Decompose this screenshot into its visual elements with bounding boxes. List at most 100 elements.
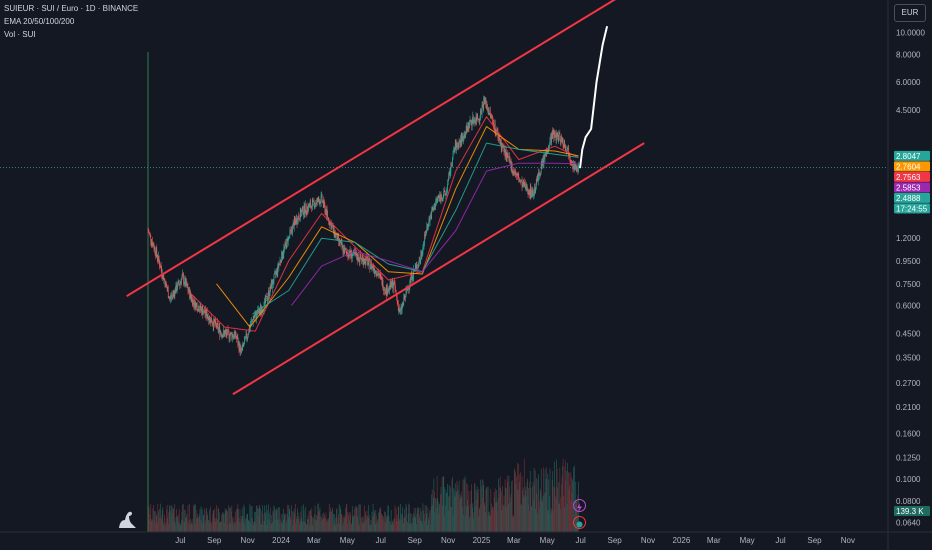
currency-button[interactable]: EUR (894, 4, 926, 22)
volume-bar (301, 506, 303, 532)
candle-body (420, 254, 422, 257)
candle-body (240, 348, 241, 353)
candle-body (397, 301, 399, 303)
candle-body (427, 225, 429, 227)
volume-bar (209, 523, 211, 532)
volume-bar (463, 514, 464, 532)
volume-bar (298, 516, 300, 532)
earnings-event-icon[interactable] (573, 516, 586, 529)
volume-bar (153, 520, 155, 532)
candle-body (332, 225, 334, 231)
volume-bar (164, 514, 165, 532)
candle-body (451, 165, 453, 167)
volume-bar (208, 519, 210, 532)
volume-bar (445, 489, 447, 532)
volume-bar (164, 518, 166, 532)
candle-body (389, 286, 390, 290)
ema50-line (216, 126, 579, 328)
ema200-line (291, 162, 579, 306)
candle-body (279, 262, 280, 265)
time-tick-label: May (340, 536, 355, 545)
candle-body (173, 292, 175, 297)
volume-bar (344, 518, 345, 532)
candle-body (385, 288, 387, 294)
volume-bar (454, 483, 456, 532)
candle-body (250, 322, 252, 326)
candle-body (508, 157, 509, 158)
volume-bar (566, 503, 568, 532)
tradingview-logo[interactable] (116, 508, 138, 530)
candle-body (251, 320, 253, 322)
volume-bar (380, 507, 382, 532)
volume-bar (421, 520, 423, 532)
candle-body (221, 334, 223, 337)
volume-bar (418, 518, 420, 532)
volume-bar (276, 508, 278, 532)
candle-body (515, 174, 517, 176)
volume-bar (441, 493, 442, 532)
candle-body (253, 317, 255, 319)
candle-body (301, 209, 303, 212)
volume-tag (894, 506, 930, 516)
volume-bar (206, 512, 208, 532)
volume-bar (311, 508, 313, 532)
volume-indicator-legend[interactable]: Vol · SUI (4, 30, 36, 39)
candle-body (158, 255, 159, 261)
volume-bar (447, 510, 449, 532)
volume-bar (516, 489, 518, 532)
candle-body (257, 309, 258, 315)
volume-bar (276, 519, 278, 532)
volume-bar (477, 488, 479, 532)
candle-body (408, 287, 410, 290)
candle-body (485, 98, 486, 101)
volume-bar (317, 503, 319, 532)
candle-body (181, 279, 182, 285)
candle-body (479, 119, 481, 121)
candle-body (268, 290, 270, 297)
price-tag (894, 182, 930, 193)
candle-body (183, 283, 185, 285)
candle-body (516, 173, 518, 176)
candle-body (552, 130, 554, 139)
volume-bar (261, 511, 263, 532)
volume-bar (433, 478, 435, 532)
candle-body (388, 286, 390, 290)
candle-body (463, 139, 464, 142)
volume-bar (299, 520, 301, 532)
volume-bar (356, 508, 358, 532)
volume-bar (547, 473, 549, 532)
candle-body (390, 282, 391, 288)
volume-bar (409, 513, 411, 532)
volume-bar (437, 497, 439, 532)
volume-bar (397, 506, 399, 532)
volume-bar (162, 507, 164, 532)
candle-body (254, 315, 256, 318)
lightning-event-icon[interactable] (573, 499, 586, 512)
volume-bar (419, 514, 420, 532)
candle-body (198, 311, 200, 312)
candle-body (484, 100, 486, 101)
candle-body (247, 336, 249, 338)
candle-body (405, 290, 407, 298)
candle-body (150, 241, 152, 244)
candle-body (440, 194, 442, 201)
volume-bar (373, 510, 375, 532)
candle-body (314, 202, 315, 208)
volume-bar (380, 513, 382, 532)
candle-body (157, 258, 159, 261)
candle-body (182, 273, 184, 276)
time-tick-label: Nov (441, 536, 455, 545)
candle-body (201, 307, 203, 314)
volume-bar (461, 496, 463, 532)
volume-bar (472, 512, 474, 532)
volume-bar (268, 504, 269, 532)
candle-body (193, 299, 194, 303)
volume-bar (488, 511, 490, 532)
volume-bar (343, 515, 345, 532)
volume-bar (177, 521, 179, 532)
volume-bar (312, 516, 314, 532)
candle-body (361, 257, 363, 261)
ema-indicator-legend[interactable]: EMA 20/50/100/200 (4, 17, 75, 26)
candle-body (483, 98, 485, 109)
